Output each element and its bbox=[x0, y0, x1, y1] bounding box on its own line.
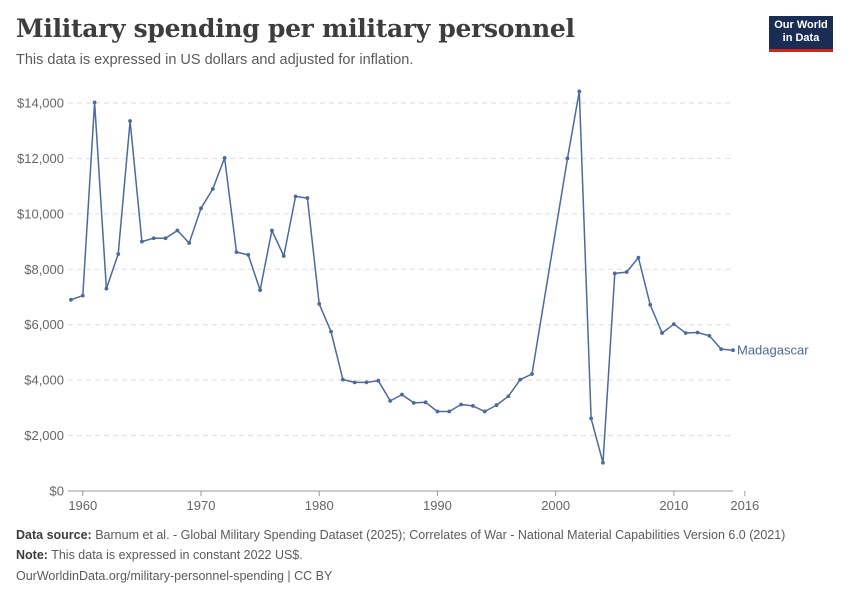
data-point bbox=[163, 236, 168, 241]
data-point bbox=[376, 378, 381, 383]
source-url[interactable]: OurWorldinData.org/military-personnel-sp… bbox=[16, 569, 333, 583]
note-label: Note: bbox=[16, 548, 48, 562]
data-point bbox=[151, 236, 156, 241]
y-tick-label: $2,000 bbox=[24, 428, 64, 443]
x-tick-label: 2016 bbox=[730, 498, 759, 513]
data-point bbox=[636, 255, 641, 260]
y-tick-label: $4,000 bbox=[24, 373, 64, 388]
data-point bbox=[695, 330, 700, 335]
data-point bbox=[317, 302, 322, 306]
data-point bbox=[187, 241, 192, 245]
data-point bbox=[707, 333, 712, 338]
series-label: Madagascar bbox=[737, 343, 809, 358]
data-point bbox=[518, 377, 523, 382]
data-point bbox=[683, 331, 688, 335]
x-tick-label: 2010 bbox=[659, 498, 688, 513]
x-tick-label: 1960 bbox=[68, 498, 97, 513]
data-point bbox=[447, 409, 452, 414]
data-point bbox=[293, 194, 298, 199]
x-tick-label: 2000 bbox=[541, 498, 570, 513]
data-point bbox=[423, 400, 428, 405]
data-point bbox=[222, 155, 227, 160]
data-point bbox=[104, 286, 109, 291]
data-point bbox=[494, 403, 499, 407]
data-point bbox=[459, 402, 463, 407]
data-point bbox=[139, 239, 144, 244]
y-tick-label: $8,000 bbox=[24, 262, 64, 277]
x-tick-label: 1990 bbox=[423, 498, 452, 513]
data-point bbox=[471, 404, 475, 408]
data-point bbox=[482, 409, 487, 414]
data-source: Data source: Barnum et al. - Global Mili… bbox=[16, 528, 785, 542]
data-point bbox=[648, 302, 653, 307]
data-point bbox=[589, 416, 594, 421]
note-text: This data is expressed in constant 2022 … bbox=[51, 548, 303, 562]
data-point bbox=[731, 348, 735, 353]
data-point bbox=[565, 156, 570, 161]
data-point bbox=[92, 100, 97, 105]
chart-subtitle: This data is expressed in US dollars and… bbox=[16, 52, 414, 68]
data-point bbox=[660, 331, 664, 335]
owid-logo[interactable]: Our World in Data bbox=[769, 16, 833, 52]
data-point bbox=[270, 228, 274, 233]
y-tick-label: $12,000 bbox=[17, 151, 64, 166]
data-point bbox=[281, 254, 286, 258]
data-point bbox=[624, 270, 629, 274]
data-point bbox=[612, 271, 617, 276]
logo-line-2: in Data bbox=[782, 32, 820, 44]
data-point bbox=[671, 322, 676, 327]
data-point bbox=[116, 252, 121, 256]
data-point bbox=[352, 380, 357, 385]
series-line bbox=[70, 90, 734, 464]
chart-title: Military spending per military personnel bbox=[16, 14, 575, 43]
data-point bbox=[530, 372, 534, 376]
x-tick-label: 1980 bbox=[305, 498, 334, 513]
y-tick-label: $0 bbox=[50, 484, 64, 499]
data-point bbox=[199, 206, 203, 211]
data-point bbox=[400, 392, 404, 397]
line-chart: $0 $2,000 $4,000 $6,000 $8,000 $10,000 $12,000… bbox=[17, 89, 809, 513]
data-point bbox=[258, 288, 263, 292]
y-tick-label: $14,000 bbox=[17, 96, 64, 111]
logo-line-1: Our World bbox=[774, 19, 828, 31]
data-point bbox=[601, 460, 605, 465]
y-tick-label: $10,000 bbox=[17, 206, 64, 221]
data-point bbox=[411, 400, 416, 405]
data-point bbox=[435, 409, 440, 414]
data-point bbox=[210, 187, 215, 191]
data-point bbox=[246, 252, 251, 257]
data-point bbox=[80, 293, 85, 298]
y-tick-label: $6,000 bbox=[24, 317, 64, 332]
x-tick-label: 1970 bbox=[187, 498, 216, 513]
data-point bbox=[234, 250, 239, 255]
data-point bbox=[506, 394, 511, 399]
data-point bbox=[364, 380, 369, 385]
data-point bbox=[175, 228, 180, 233]
data-point bbox=[719, 347, 724, 352]
data-point bbox=[329, 329, 333, 334]
data-point bbox=[577, 89, 582, 94]
data-point bbox=[388, 399, 393, 403]
data-source-label: Data source: bbox=[16, 528, 92, 542]
data-note: Note: This data is expressed in constant… bbox=[16, 548, 303, 562]
data-point bbox=[128, 119, 132, 123]
data-point bbox=[69, 297, 73, 302]
data-source-text: Barnum et al. - Global Military Spending… bbox=[95, 528, 786, 542]
data-point bbox=[340, 377, 345, 382]
data-point bbox=[305, 196, 310, 200]
